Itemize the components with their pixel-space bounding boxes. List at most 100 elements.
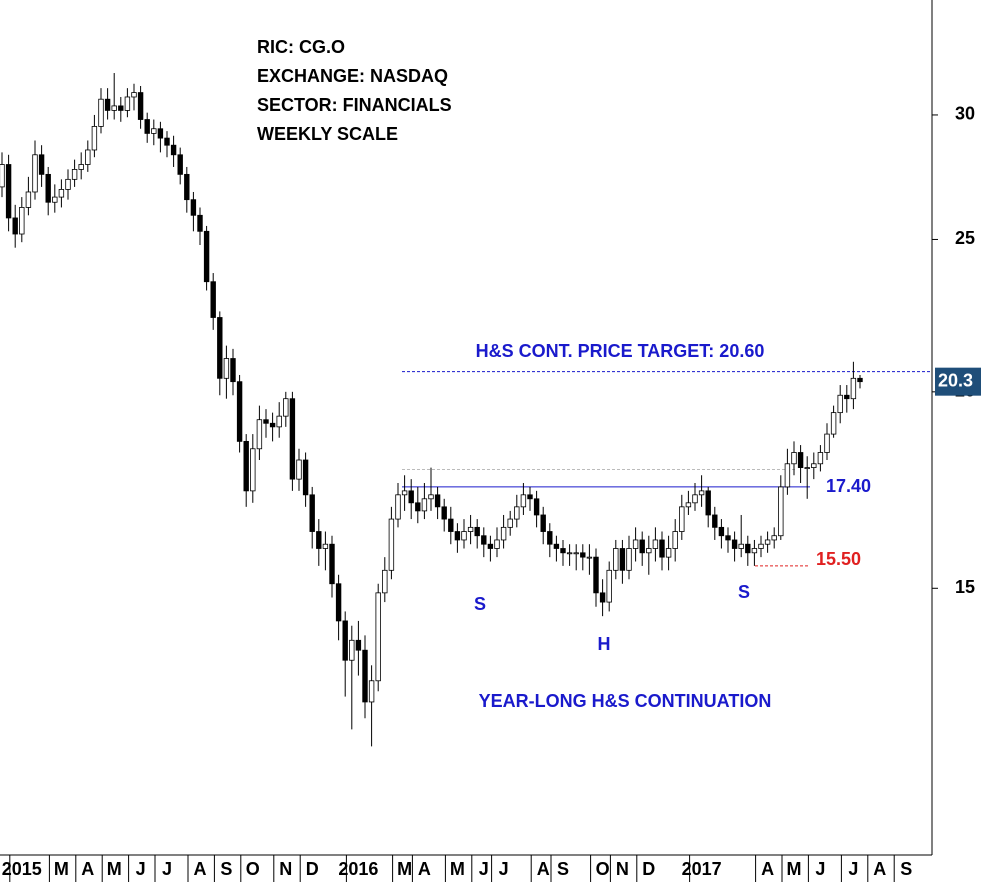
x-tick-label: O — [246, 859, 260, 879]
level-label: H&S CONT. PRICE TARGET: 20.60 — [476, 341, 765, 361]
info-line: RIC: CG.O — [257, 37, 345, 57]
candle-body — [474, 526, 480, 537]
candle-body — [190, 199, 197, 216]
candle-body — [289, 398, 296, 480]
candle-body — [144, 119, 150, 134]
candle-body — [236, 381, 243, 442]
x-tick-label: N — [616, 859, 629, 879]
candle-body — [745, 543, 751, 554]
candle-body — [118, 105, 124, 111]
candle-body — [230, 358, 236, 383]
x-tick-label: 2015 — [2, 859, 42, 879]
candle-body — [184, 173, 190, 201]
x-tick-label: 2017 — [682, 859, 722, 879]
x-tick-label: J — [479, 859, 489, 879]
candle-body — [679, 506, 685, 532]
level-label: 17.40 — [826, 476, 871, 496]
candle-body — [784, 463, 791, 488]
candle-body — [309, 494, 315, 532]
candle-body — [507, 518, 513, 528]
candle-body — [170, 144, 177, 156]
candle-body — [256, 419, 263, 450]
candle-body — [738, 543, 744, 549]
candle-body — [797, 452, 804, 468]
candle-body — [85, 149, 91, 165]
candle-body — [632, 539, 639, 549]
candle-body — [355, 639, 362, 651]
candle-body — [157, 128, 164, 139]
candle-body — [52, 196, 58, 203]
pattern-label: S — [738, 582, 750, 602]
x-tick-label: A — [537, 859, 550, 879]
x-tick-label: 2016 — [338, 859, 378, 879]
candle-body — [619, 548, 626, 571]
x-tick-label: N — [279, 859, 292, 879]
x-tick-label: M — [450, 859, 465, 879]
candle-body — [210, 281, 216, 318]
candle-body — [791, 452, 797, 465]
candle-body — [586, 556, 593, 559]
last-price-box — [935, 367, 981, 396]
candle-body — [811, 463, 817, 468]
candle-body — [151, 128, 157, 134]
candle-body — [824, 433, 830, 453]
candle-body — [705, 490, 711, 516]
x-tick-label: A — [194, 859, 207, 879]
candle-body — [12, 217, 18, 235]
x-tick-label: M — [397, 859, 412, 879]
candle-body — [566, 552, 573, 555]
candle-body — [698, 490, 705, 496]
candle-body — [421, 498, 428, 512]
candle-body — [494, 539, 500, 549]
candle-body — [322, 543, 329, 549]
candle-body — [375, 592, 381, 682]
candle-body — [659, 539, 665, 558]
candle-body — [837, 394, 843, 414]
candle-body — [223, 358, 230, 379]
candle-body — [599, 592, 606, 603]
candle-body — [104, 98, 111, 111]
candle-body — [45, 173, 51, 203]
last-price-label: 20.3 — [938, 370, 973, 390]
candle-body — [527, 494, 533, 500]
candle-body — [38, 154, 45, 175]
candle-body — [131, 92, 137, 98]
candle-body — [857, 377, 863, 383]
candle-body — [0, 164, 5, 188]
candle-body — [428, 494, 434, 500]
candle-body — [718, 526, 725, 537]
candle-body — [434, 494, 441, 508]
x-tick-label: A — [418, 859, 431, 879]
candle-body — [58, 189, 65, 198]
candle-body — [203, 230, 210, 283]
candle-body — [560, 548, 566, 554]
candle-body — [764, 539, 771, 545]
candle-body — [461, 531, 467, 541]
info-line: SECTOR: FINANCIALS — [257, 95, 452, 115]
x-tick-label: M — [787, 859, 802, 879]
candle-body — [553, 543, 560, 549]
candle-body — [500, 526, 507, 541]
x-tick-label: D — [642, 859, 655, 879]
candle-body — [606, 569, 612, 603]
candle-body — [177, 154, 183, 175]
candle-body — [692, 494, 698, 504]
candle-body — [98, 98, 104, 127]
candle-body — [316, 531, 322, 549]
candle-body — [137, 92, 144, 120]
candle-body — [771, 535, 777, 541]
candle-body — [626, 548, 632, 571]
candle-body — [368, 680, 375, 703]
candle-body — [32, 154, 38, 193]
candle-body — [830, 412, 837, 435]
candle-body — [514, 506, 520, 520]
x-tick-label: J — [848, 859, 858, 879]
candle-body — [388, 518, 395, 571]
candle-body — [217, 317, 223, 379]
candle-body — [197, 214, 203, 232]
candle-body — [5, 164, 12, 219]
candle-body — [533, 498, 540, 516]
candle-body — [652, 539, 659, 549]
candle-body — [71, 169, 78, 180]
